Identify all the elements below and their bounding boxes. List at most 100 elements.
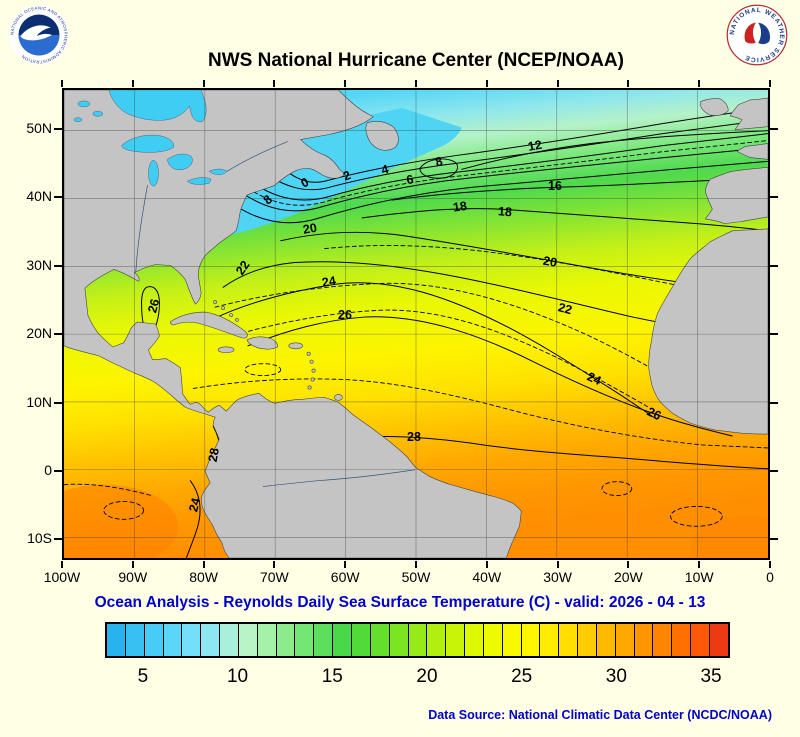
- colorbar-segment: [691, 624, 710, 656]
- lat-tick-right: [770, 196, 778, 199]
- noaa-sea-icon: [18, 35, 60, 56]
- lon-label: 100W: [43, 569, 81, 585]
- lon-label: 0: [766, 569, 774, 585]
- nws-red-swoosh-icon: [744, 22, 756, 44]
- nws-blue-swoosh-icon: [758, 22, 771, 45]
- colorbar-segment: [521, 624, 541, 656]
- lon-label: 50W: [401, 569, 431, 585]
- colorbar-segment: [540, 624, 560, 656]
- lon-tick-bottom: [485, 561, 488, 568]
- colorbar-segment: [672, 624, 692, 656]
- colorbar-segment: [427, 624, 447, 656]
- nws-logo-ring: [726, 4, 788, 66]
- colorbar-segment: [257, 624, 277, 656]
- lat-tick-right: [770, 128, 778, 130]
- lon-tick-top: [61, 80, 63, 87]
- warm-pool-pacific: [64, 484, 179, 558]
- colorbar-tick-label: 20: [416, 666, 438, 687]
- graticule: [64, 90, 768, 558]
- lon-tick-top: [202, 80, 205, 87]
- colorbar-tick-label: 10: [226, 666, 249, 687]
- colorbar-tick-label: 15: [321, 666, 343, 687]
- colorbar-segment: [107, 624, 126, 656]
- colorbar-segment: [502, 624, 522, 656]
- land-ireland: [699, 98, 729, 116]
- contour-label: 28: [407, 429, 421, 444]
- colorbar-segment: [408, 624, 428, 656]
- lon-tick-top: [769, 80, 771, 87]
- colorbar-tick-label: 30: [605, 666, 627, 687]
- lon-tick-bottom: [415, 561, 417, 568]
- colorbar-segment: [182, 624, 202, 656]
- colorbar-segment: [295, 624, 315, 656]
- land-hispaniola: [246, 336, 279, 350]
- land-newfoundland: [365, 121, 399, 151]
- lon-tick-bottom: [202, 561, 205, 568]
- sst-map: [62, 88, 770, 560]
- contour-label: 18: [452, 198, 468, 215]
- lon-label: 70W: [259, 569, 289, 585]
- colorbar-segment: [163, 624, 183, 656]
- colorbar-segment: [634, 624, 654, 656]
- colorbar-segment: [389, 624, 409, 656]
- colorbar-segment: [125, 624, 145, 656]
- colorbar-segment: [559, 624, 579, 656]
- lon-tick-top: [344, 80, 347, 87]
- contour-label: 28: [205, 446, 222, 464]
- lon-label: 10W: [684, 569, 714, 585]
- colorbar-tick-label: 35: [700, 666, 722, 687]
- lat-tick-left: [54, 196, 62, 199]
- nws-logo: NATIONAL WEATHER SERVICE: [726, 4, 788, 66]
- colorbar-segment: [220, 624, 239, 656]
- rivers: [135, 141, 416, 487]
- colorbar-segment: [615, 624, 635, 656]
- map-caption: Ocean Analysis - Reynolds Daily Sea Surf…: [94, 594, 706, 611]
- colorbar-segment: [465, 624, 484, 656]
- landmasses: [64, 90, 768, 558]
- lat-label: 40N: [26, 188, 52, 205]
- lat-tick-right: [770, 264, 778, 267]
- lat-tick-left: [54, 264, 62, 267]
- colorbar-segment: [483, 624, 503, 656]
- lat-label: 10S: [27, 530, 52, 547]
- lat-label: 20N: [26, 325, 52, 342]
- colorbar-segment: [653, 624, 673, 656]
- lon-label: 60W: [330, 569, 360, 585]
- lon-tick-top: [273, 80, 276, 87]
- sst-colorbar: [105, 622, 730, 658]
- colorbar-tick-label: 25: [511, 666, 533, 687]
- lat-label: 30N: [26, 256, 52, 273]
- lat-tick-left: [54, 128, 62, 130]
- lon-tick-bottom: [698, 561, 701, 568]
- lake-erie: [186, 177, 212, 185]
- contour-label: 20: [541, 253, 559, 270]
- data-source-note: Data Source: National Climatic Data Cent…: [428, 708, 772, 722]
- lat-tick-left: [54, 333, 62, 336]
- land-africa: [648, 228, 768, 435]
- colorbar-segment: [276, 624, 296, 656]
- land-brittany: [736, 143, 768, 160]
- lat-label: 10N: [26, 393, 52, 410]
- lon-tick-bottom: [131, 561, 134, 568]
- colorbar-segment: [370, 624, 390, 656]
- land-england: [729, 97, 768, 131]
- contour-label: 26: [338, 307, 352, 322]
- contour-label: 20: [301, 220, 319, 237]
- contour-label: 24: [320, 273, 338, 290]
- colorbar-segment: [446, 624, 466, 656]
- lon-tick-top: [131, 80, 134, 87]
- lat-tick-right: [770, 470, 778, 472]
- colorbar-segment: [238, 624, 258, 656]
- lon-tick-top: [556, 80, 559, 87]
- lon-tick-top: [485, 80, 488, 87]
- colorbar-segment: [144, 624, 164, 656]
- lon-tick-bottom: [556, 561, 559, 568]
- lon-tick-bottom: [61, 561, 63, 568]
- lon-tick-top: [415, 80, 417, 87]
- lon-tick-bottom: [627, 561, 630, 568]
- land-jamaica: [217, 346, 235, 354]
- sst-map-canvas: [64, 90, 768, 558]
- colorbar-segment: [710, 624, 728, 656]
- noaa-gull-icon: [20, 25, 53, 41]
